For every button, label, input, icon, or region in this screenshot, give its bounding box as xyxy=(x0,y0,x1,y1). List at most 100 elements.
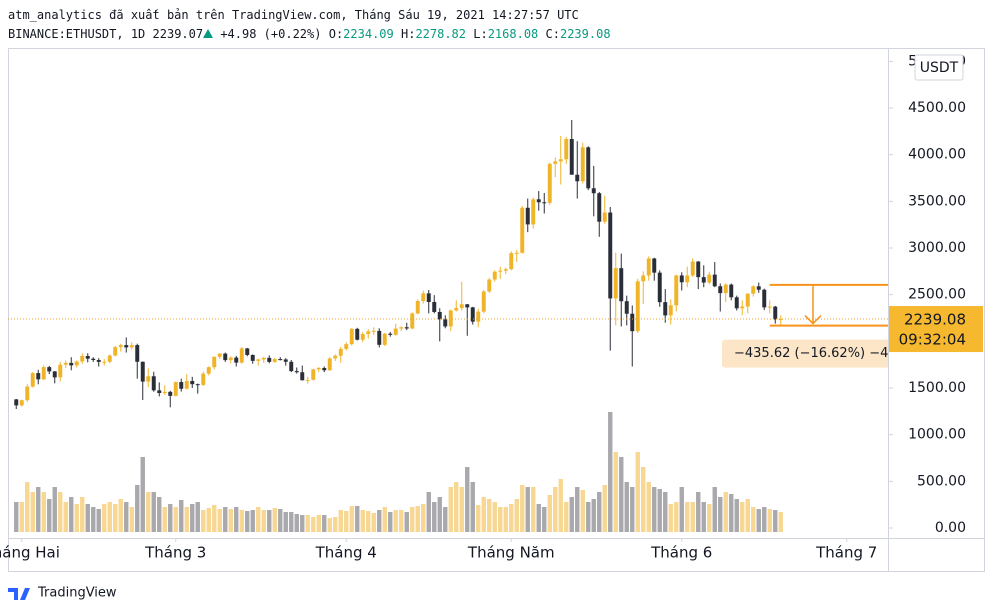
volume-bar xyxy=(344,511,349,532)
l-label: L: xyxy=(473,27,488,41)
volume-bar xyxy=(168,504,173,532)
candle-body xyxy=(729,284,734,298)
volume-bar xyxy=(773,510,778,532)
candle-body xyxy=(520,207,525,253)
candle-body xyxy=(575,174,580,182)
volume-bar xyxy=(239,510,244,532)
x-tick-label: Tháng 4 xyxy=(315,544,377,562)
volume-bar xyxy=(47,499,52,532)
volume-bar xyxy=(96,509,101,532)
volume-bar xyxy=(685,502,690,532)
volume-bar xyxy=(107,502,112,532)
candle-body xyxy=(96,360,101,362)
volume-bar xyxy=(393,510,398,532)
candle-body xyxy=(179,382,184,389)
candle-body xyxy=(91,358,96,361)
volume-bar xyxy=(173,507,178,532)
candle-body xyxy=(465,304,470,308)
volume-bar xyxy=(525,487,530,532)
candle-body xyxy=(778,319,783,321)
volume-bar xyxy=(767,509,772,532)
volume-bar xyxy=(580,490,585,532)
volume-bar xyxy=(696,492,701,532)
candle-body xyxy=(63,362,68,365)
volume-bar xyxy=(514,499,519,532)
volume-bar xyxy=(388,512,393,532)
volume-bar xyxy=(245,511,250,532)
x-tick-label: Tháng 7 xyxy=(815,544,877,562)
volume-bar xyxy=(437,497,442,532)
volume-bar xyxy=(624,482,629,532)
volume-bar xyxy=(157,497,162,532)
volume-bar xyxy=(459,487,464,532)
h-label: H: xyxy=(400,27,416,41)
volume-bar xyxy=(25,482,30,532)
candle-body xyxy=(613,268,618,299)
candle-body xyxy=(102,361,107,363)
candle-body xyxy=(487,279,492,292)
y-tick-label: 1000.00 xyxy=(908,427,966,443)
volume-bar xyxy=(129,507,134,532)
volume-bar xyxy=(80,497,85,532)
volume-bar xyxy=(454,482,459,532)
candle-body xyxy=(338,348,343,356)
volume-bar xyxy=(135,485,140,532)
candle-body xyxy=(707,274,712,283)
last-price-badge xyxy=(889,306,983,353)
candle-body xyxy=(195,384,200,386)
candle-body xyxy=(410,313,415,329)
volume-bar xyxy=(85,504,90,532)
candle-body xyxy=(316,368,321,370)
volume-bar xyxy=(52,487,57,532)
candle-body xyxy=(767,306,772,308)
volume-bar xyxy=(360,510,365,532)
candle-body xyxy=(547,163,552,203)
volume-bar xyxy=(778,512,783,532)
volume-bar xyxy=(333,517,338,532)
volume-bar xyxy=(547,495,552,532)
volume-bar xyxy=(586,502,591,532)
volume-bar xyxy=(294,514,299,532)
volume-bar xyxy=(602,485,607,532)
candle-body xyxy=(294,371,299,373)
volume-bar xyxy=(228,509,233,532)
volume-bar xyxy=(426,492,431,532)
candle-body xyxy=(283,359,288,362)
volume-bar xyxy=(487,499,492,532)
candle-body xyxy=(382,333,387,345)
candle-body xyxy=(498,270,503,272)
candle-body xyxy=(69,362,74,366)
candle-body xyxy=(597,193,602,222)
symbol-line: BINANCE:ETHUSDT, 1D 2239.07 +4.98 (+0.22… xyxy=(8,27,611,41)
volume-bar xyxy=(448,487,453,532)
candle-body xyxy=(190,381,195,385)
volume-bar xyxy=(399,510,404,532)
volume-bar xyxy=(261,510,266,532)
candle-body xyxy=(124,345,129,348)
volume-bar xyxy=(470,482,475,532)
volume-bar xyxy=(234,507,239,532)
candle-body xyxy=(256,359,261,361)
candle-body xyxy=(448,310,453,327)
volume-bar xyxy=(404,512,409,532)
candle-body xyxy=(135,345,140,362)
candle-body xyxy=(333,355,338,359)
candle-body xyxy=(228,357,233,361)
candle-body xyxy=(723,284,728,294)
candle-body xyxy=(272,359,277,362)
candle-body xyxy=(52,371,57,378)
volume-bar xyxy=(476,505,481,532)
candle-body xyxy=(47,367,52,372)
volume-bar xyxy=(635,452,640,532)
x-tick-label: Tháng Hai xyxy=(0,544,60,562)
candle-body xyxy=(36,373,41,380)
volume-bar xyxy=(151,492,156,532)
volume-bar xyxy=(564,502,569,532)
volume-bar xyxy=(338,510,343,532)
volume-bar xyxy=(316,515,321,532)
candle-body xyxy=(305,379,310,381)
candle-body xyxy=(674,275,679,306)
volume-bar xyxy=(223,507,228,532)
candle-body xyxy=(542,202,547,204)
